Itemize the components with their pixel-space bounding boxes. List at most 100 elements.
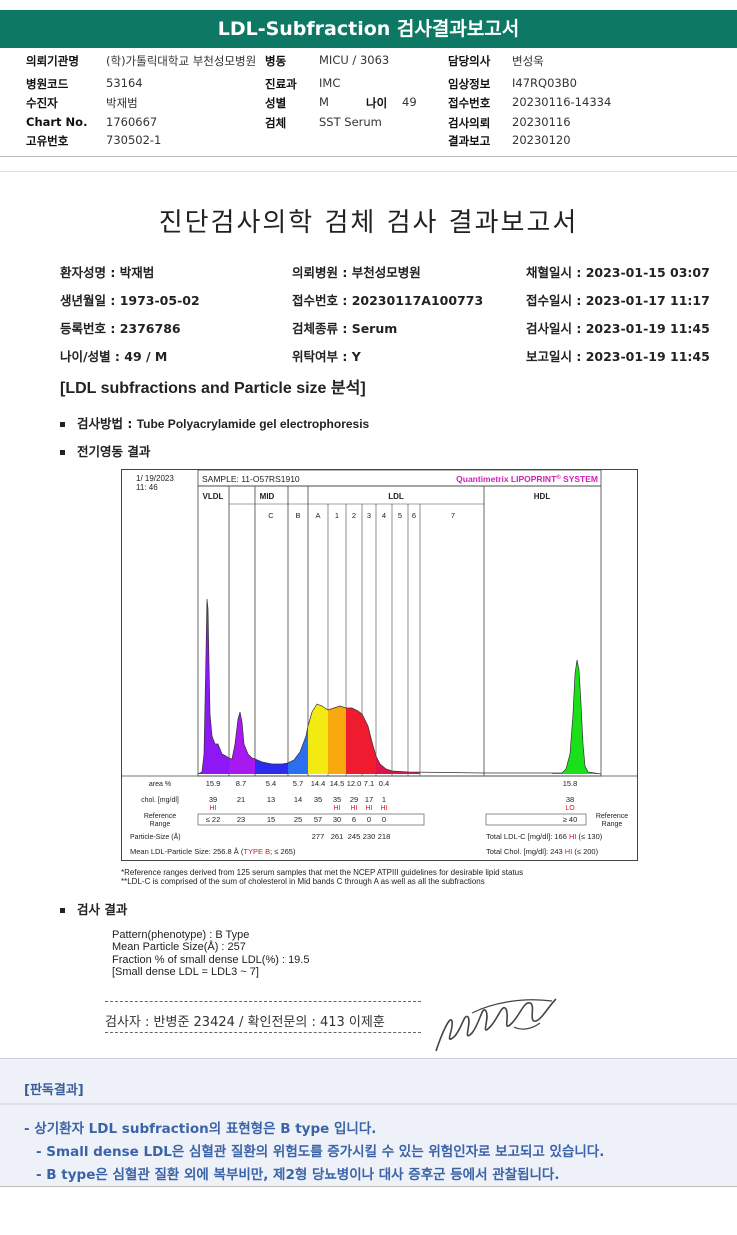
group-label: HDL	[534, 492, 551, 501]
method-label: 검사방법 :	[77, 416, 137, 431]
signature-image	[435, 998, 557, 1052]
opinion-panel: [판독결과] - 상기환자 LDL subfraction의 표현형은 B ty…	[0, 1058, 737, 1187]
ref-value: 25	[294, 815, 302, 824]
hdl-chol-flag: LO	[565, 805, 575, 812]
result-label: 검사 결과	[77, 902, 128, 917]
area-value: 8.7	[236, 779, 246, 788]
side-ref-label: Range	[602, 821, 623, 828]
total-chol-line: Total Chol. [mg/dl]: 243 HI (≤ 200)	[486, 847, 599, 856]
chol-flag: HI	[381, 805, 388, 812]
header-label: 수진자	[26, 96, 58, 110]
bullet-icon	[60, 422, 65, 427]
patient-field: 나이/성별 : 49 / M	[60, 349, 168, 364]
header-value: 53164	[106, 76, 143, 90]
header-value: M	[319, 95, 329, 109]
chol-value: 1	[382, 795, 386, 804]
opinion-title: [판독결과]	[24, 1083, 84, 1098]
header-value: MICU / 3063	[319, 53, 390, 67]
header-row: Chart No. 1760667 검체 SST Serum 검사의뢰 2023…	[0, 115, 737, 132]
header-label: 임상정보	[448, 77, 491, 91]
header-label: 나이	[366, 96, 388, 110]
plot-frame	[197, 485, 602, 777]
method-item: 검사방법 : Tube Polyacrylamide gel electroph…	[60, 413, 369, 432]
result-item: 검사 결과	[60, 899, 127, 918]
chol-value: 14	[294, 795, 302, 804]
chol-value: 39	[209, 795, 217, 804]
chol-flag: HI	[366, 805, 373, 812]
chol-flag: HI	[210, 805, 217, 812]
header-label: 의뢰기관명	[26, 54, 79, 68]
mean-size-line: Mean LDL-Particle Size: 256.8 Å (TYPE B;…	[130, 847, 296, 856]
footnote: **LDL-C is comprised of the sum of chole…	[121, 877, 485, 886]
header-label: Chart No.	[26, 115, 88, 129]
hdl-ref-value: ≥ 40	[563, 815, 578, 824]
area-value: 14.5	[330, 779, 345, 788]
band-label: 6	[412, 511, 416, 520]
chol-value: 17	[365, 795, 373, 804]
sample-id: SAMPLE: 11-O57RS1910	[202, 474, 300, 484]
chol-flag: HI	[334, 805, 341, 812]
chol-value: 13	[267, 795, 275, 804]
ref-value: 0	[382, 815, 386, 824]
result-line: Pattern(phenotype) : B Type	[112, 929, 250, 941]
patient-field: 등록번호 : 2376786	[60, 321, 181, 336]
header-label: 결과보고	[448, 134, 491, 148]
row-label-ref: Reference	[144, 813, 176, 820]
density-curve	[197, 598, 602, 775]
electro-label: 전기영동 결과	[77, 444, 151, 459]
header-row: 의뢰기관명 (학)가톨릭대학교 부천성모병원 병동 MICU / 3063 담당…	[0, 53, 737, 70]
brand-label: Quantimetrix LIPOPRINT® SYSTEM	[456, 474, 598, 484]
patient-field: 환자성명 : 박재범	[60, 265, 155, 280]
patient-field: 위탁여부 : Y	[292, 349, 361, 364]
row-label-area: area %	[149, 781, 171, 788]
chol-value: 29	[350, 795, 358, 804]
divider	[0, 156, 737, 157]
header-value: 730502-1	[106, 133, 162, 147]
result-line: Fraction % of small dense LDL(%) : 19.5	[112, 954, 310, 966]
opinion-line: - 상기환자 LDL subfraction의 표현형은 B type 입니다.	[24, 1121, 377, 1137]
group-label: MID	[260, 492, 275, 501]
band-label: 3	[367, 511, 371, 520]
group-label: LDL	[388, 492, 404, 501]
header-label: 병원코드	[26, 77, 69, 91]
area-value: 14.4	[311, 779, 326, 788]
ref-value: 0	[367, 815, 371, 824]
ref-value: 15	[267, 815, 275, 824]
patient-field: 검사일시 : 2023-01-19 11:45	[526, 321, 710, 336]
header-row: 고유번호 730502-1 결과보고 20230120	[0, 133, 737, 150]
header-value: 1760667	[106, 115, 158, 129]
method-value: Tube Polyacrylamide gel electrophoresis	[136, 417, 370, 431]
band-fill	[308, 704, 328, 774]
band-fill	[328, 706, 346, 774]
band-label: 2	[352, 511, 356, 520]
bullet-icon	[60, 450, 65, 455]
result-report-title: 진단검사의학 검체 검사 결과보고서	[158, 208, 579, 238]
ref-value: 6	[352, 815, 356, 824]
band-label: 5	[398, 511, 402, 520]
patient-field: 접수번호 : 20230117A100773	[292, 293, 484, 308]
result-line: [Small dense LDL = LDL3 ~ 7]	[112, 966, 259, 978]
footnote: *Reference ranges derived from 125 serum…	[121, 868, 524, 877]
header-label: 담당의사	[448, 54, 491, 68]
patient-field: 검체종류 : Serum	[292, 321, 398, 336]
band-label: 1	[335, 511, 339, 520]
header-label: 고유번호	[26, 134, 69, 148]
ref-value: 57	[314, 815, 322, 824]
psize-value: 261	[331, 832, 344, 841]
chol-value: 35	[333, 795, 341, 804]
row-label-ref: Range	[150, 821, 171, 828]
hdl-ref-box	[485, 813, 587, 826]
area-value: 5.4	[266, 779, 276, 788]
row-label-chol: chol. [mg/dl]	[141, 797, 179, 804]
band-fill	[552, 660, 601, 774]
report-title: LDL-Subfraction 검사결과보고서	[217, 18, 520, 40]
chol-flag: HI	[351, 805, 358, 812]
ref-value: 23	[237, 815, 245, 824]
side-ref-label: Reference	[596, 813, 628, 820]
ref-box	[197, 813, 425, 826]
chart-date: 1/ 19/2023	[136, 474, 174, 483]
header-label: 검체	[265, 116, 287, 130]
opinion-body: - 상기환자 LDL subfraction의 표현형은 B type 입니다.…	[0, 1103, 737, 1187]
band-fill	[346, 708, 376, 774]
